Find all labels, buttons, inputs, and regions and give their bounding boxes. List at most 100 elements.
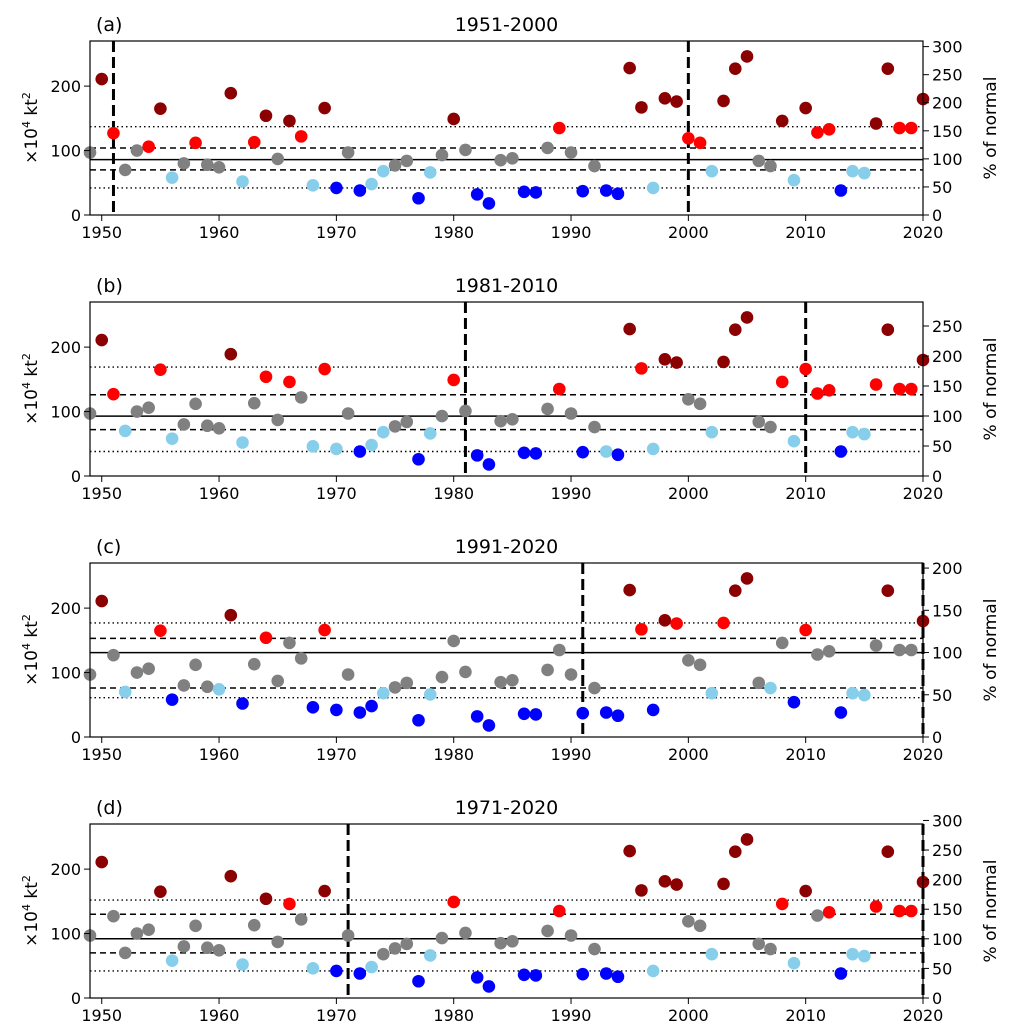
right-y-tick-label: 0 [932,206,942,225]
data-point [423,427,437,440]
panel-title: 1991-2020 [455,536,559,558]
data-point [107,648,120,662]
data-point [682,654,695,667]
y-tick-label: 200 [50,338,81,357]
data-point [330,442,343,456]
data-point [165,432,179,445]
data-point [646,181,660,195]
data-point [799,101,812,115]
data-point [306,440,320,453]
data-point [388,420,402,433]
data-point [764,159,777,173]
data-point [294,913,308,926]
data-point [177,940,191,953]
right-y-tick-label: 50 [932,959,952,978]
data-point [247,396,261,410]
right-y-tick-label: 50 [932,437,952,456]
data-point [822,644,836,658]
data-point [588,681,601,695]
data-point [294,391,308,404]
x-tick-label: 2020 [903,223,944,242]
data-point [377,686,390,700]
data-point [412,974,425,988]
panel-a: 1950 1960 1970 1980 1990 2000 2010 202001002000… [20,14,1001,242]
y-tick-label: 0 [71,467,81,486]
data-point [447,112,461,126]
data-point [506,673,519,687]
data-point [646,442,660,456]
data-point [775,897,789,911]
data-point [799,362,812,376]
data-point [576,445,590,459]
data-point [494,675,507,689]
data-point [588,942,601,956]
right-y-tick-label: 200 [932,347,963,366]
data-point [330,703,343,717]
data-point [435,148,449,162]
data-point [740,572,754,585]
data-point [564,668,578,681]
data-point [447,634,461,648]
data-point [858,688,871,702]
data-point [635,362,648,375]
data-point [236,436,249,449]
data-point [412,191,425,205]
data-point [435,931,449,945]
right-y-tick-label: 250 [932,66,963,85]
data-point [705,947,719,961]
data-point [599,706,613,719]
x-tick-label: 2020 [903,745,944,764]
x-tick-label: 1960 [199,223,240,242]
data-point [482,458,496,471]
data-point [693,919,707,933]
data-point [400,937,414,951]
right-y-tick-label: 100 [932,407,963,426]
data-point [224,608,238,622]
data-point [306,179,320,192]
data-point [893,382,906,396]
data-point [682,393,695,406]
x-tick-label: 1970 [316,223,357,242]
data-point [283,636,296,650]
right-y-tick-label: 0 [932,467,942,486]
right-y-tick-label: 0 [932,728,942,747]
y-axis-label: ×104 kt2 [20,614,42,686]
data-point [658,353,672,366]
data-point [212,422,226,435]
right-y-tick-label: 200 [932,94,963,113]
data-point [635,884,648,897]
data-point [787,173,801,187]
data-point [611,448,625,462]
panel-title: 1971-2020 [455,797,559,819]
data-point [435,409,449,423]
data-point [177,418,191,431]
x-tick-label: 1990 [551,1006,592,1025]
data-point [705,686,719,700]
data-point [822,122,836,136]
data-point [189,136,202,150]
data-point [623,61,636,75]
data-point [189,658,202,672]
data-point [423,949,437,962]
data-point [236,958,249,971]
data-point [283,375,296,389]
data-point [541,141,554,155]
data-point [377,164,390,178]
panel-title: 1951-2000 [455,14,559,36]
data-point [341,668,355,681]
y-tick-label: 100 [50,142,81,161]
data-point [740,311,754,324]
x-tick-label: 1960 [199,745,240,764]
data-point [259,370,273,384]
x-tick-label: 2000 [668,484,709,503]
data-point [623,322,636,336]
data-point [693,136,707,150]
data-point [576,184,590,198]
x-tick-label: 1990 [551,745,592,764]
data-point [611,187,625,201]
data-point [318,362,331,376]
data-point [107,126,120,140]
data-point [494,414,507,428]
panel-c: 1950 1960 1970 1980 1990 2000 2010 202001002000… [20,536,1001,764]
data-point [506,412,519,426]
